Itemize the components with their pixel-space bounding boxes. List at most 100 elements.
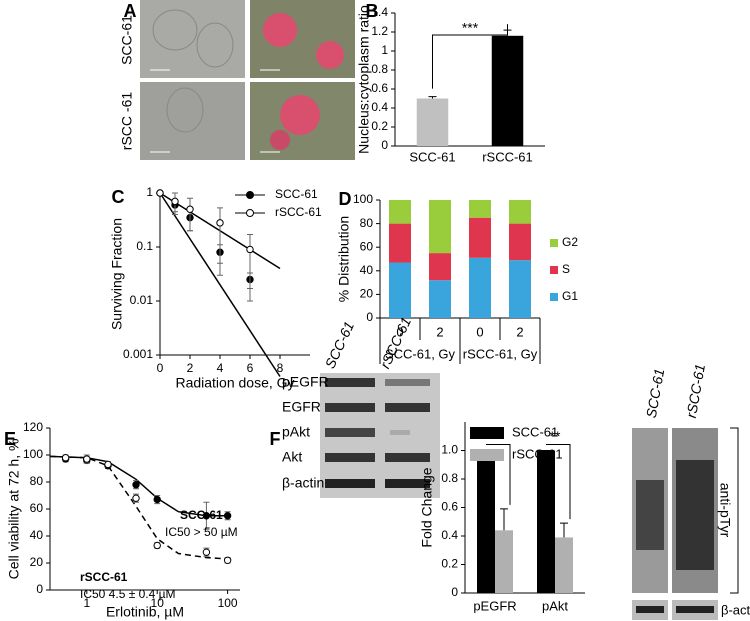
x-tick-label: 0 bbox=[476, 324, 483, 339]
annotation: SCC-61 bbox=[180, 508, 223, 522]
x-tick-label: rSCC-61 bbox=[482, 149, 533, 164]
annotation: * bbox=[492, 428, 498, 444]
annotation: rSCC-61 bbox=[80, 570, 128, 584]
bar bbox=[491, 35, 524, 146]
western-blot bbox=[320, 373, 440, 498]
x-tick-label: 0 bbox=[157, 361, 164, 375]
y-tick-label: 0 bbox=[451, 585, 458, 599]
marker bbox=[202, 512, 211, 520]
marker bbox=[153, 541, 161, 550]
y-tick-label: 100 bbox=[353, 192, 373, 206]
blot-column: rSCC-61 bbox=[683, 363, 708, 419]
y-tick-label: 60 bbox=[360, 239, 374, 253]
bar bbox=[509, 260, 531, 318]
row-label: rSCC -61 bbox=[119, 92, 135, 151]
x-tick-label: 100 bbox=[218, 596, 238, 610]
y-tick-label: 0.01 bbox=[130, 293, 154, 307]
marker bbox=[216, 219, 224, 227]
y-tick-label: 1.4 bbox=[371, 5, 388, 19]
x-tick-label: SCC-61 bbox=[409, 149, 455, 164]
legend-label: rSCC-61 bbox=[275, 205, 322, 219]
fit-line bbox=[159, 192, 281, 377]
bar bbox=[429, 280, 451, 318]
x-tick-label: pAkt bbox=[542, 598, 568, 613]
marker bbox=[61, 454, 70, 462]
bar bbox=[389, 200, 411, 224]
x-tick-label: 1 bbox=[83, 596, 90, 610]
bar bbox=[495, 530, 513, 593]
y-axis-label: Fold Change bbox=[419, 467, 435, 547]
legend-swatch bbox=[470, 449, 504, 461]
error-bar bbox=[247, 234, 253, 302]
marker bbox=[83, 455, 91, 463]
blot-column: SCC-61 bbox=[322, 319, 358, 371]
error-bar bbox=[560, 522, 568, 538]
bar bbox=[469, 217, 491, 258]
y-tick-label: 1.2 bbox=[371, 24, 388, 38]
bracket bbox=[432, 24, 508, 89]
y-tick-label: 0.8 bbox=[371, 62, 388, 76]
bar bbox=[555, 537, 573, 593]
bar bbox=[429, 200, 451, 254]
western-blot bbox=[632, 427, 739, 620]
legend-swatch bbox=[470, 427, 504, 439]
marker bbox=[156, 189, 164, 197]
annotation: ** bbox=[550, 428, 561, 444]
marker bbox=[223, 512, 232, 520]
blot-row: pAkt bbox=[282, 424, 310, 440]
row-label: SCC-61 bbox=[119, 15, 135, 65]
y-tick-label: 0.8 bbox=[441, 471, 458, 485]
marker bbox=[132, 494, 140, 502]
marker bbox=[202, 548, 211, 556]
y-tick-label: 80 bbox=[30, 474, 44, 488]
error-bar bbox=[500, 508, 508, 531]
legend-marker bbox=[246, 191, 254, 199]
error-bar bbox=[217, 207, 223, 276]
x-tick-label: 0 bbox=[396, 324, 403, 339]
y-tick-label: 0 bbox=[36, 582, 43, 596]
panel-letter: D bbox=[339, 189, 352, 209]
x-tick-label: 10 bbox=[151, 596, 165, 610]
annotation: *** bbox=[462, 20, 479, 36]
blot-row: EGFR bbox=[282, 399, 321, 415]
legend-label: S bbox=[562, 262, 570, 276]
bar bbox=[509, 200, 531, 224]
bar bbox=[429, 253, 451, 281]
y-tick-label: 1.0 bbox=[441, 443, 458, 457]
blot-label: anti-pTyr bbox=[717, 483, 733, 538]
x-axis-label: Erlotinib, µM bbox=[106, 604, 184, 620]
y-tick-label: 80 bbox=[360, 216, 374, 230]
legend-label: G1 bbox=[562, 289, 578, 303]
y-tick-label: 0.6 bbox=[371, 81, 388, 95]
x-tick-label: 2 bbox=[516, 324, 523, 339]
panel-letter: A bbox=[124, 1, 137, 21]
legend-swatch bbox=[550, 293, 558, 301]
bracket bbox=[486, 444, 511, 505]
marker bbox=[153, 495, 161, 504]
panel-letter: F bbox=[270, 429, 281, 449]
bar bbox=[469, 257, 491, 318]
y-tick-label: 1 bbox=[381, 43, 388, 57]
marker bbox=[171, 197, 179, 206]
y-tick-label: 40 bbox=[360, 263, 374, 277]
legend-label: rSCC-61 bbox=[512, 446, 563, 461]
group-label: rSCC-61, Gy bbox=[463, 346, 538, 361]
y-tick-label: 0.2 bbox=[441, 557, 458, 571]
y-tick-label: 1 bbox=[146, 185, 153, 199]
y-tick-label: 0.6 bbox=[441, 500, 458, 514]
bar bbox=[416, 98, 449, 146]
bar bbox=[389, 223, 411, 263]
marker bbox=[104, 460, 112, 469]
y-tick-label: 60 bbox=[30, 501, 44, 515]
marker bbox=[132, 481, 140, 489]
bar bbox=[389, 262, 411, 318]
blot-row: β-actin bbox=[282, 475, 324, 491]
blot-row: Akt bbox=[282, 449, 302, 465]
blot-label: β-actin bbox=[721, 602, 750, 617]
blot-row: pEGFR bbox=[282, 374, 329, 390]
blot-column: SCC-61 bbox=[643, 367, 667, 419]
x-tick-label: 8 bbox=[277, 361, 284, 375]
legend-label: G2 bbox=[562, 235, 578, 249]
bar bbox=[469, 200, 491, 218]
